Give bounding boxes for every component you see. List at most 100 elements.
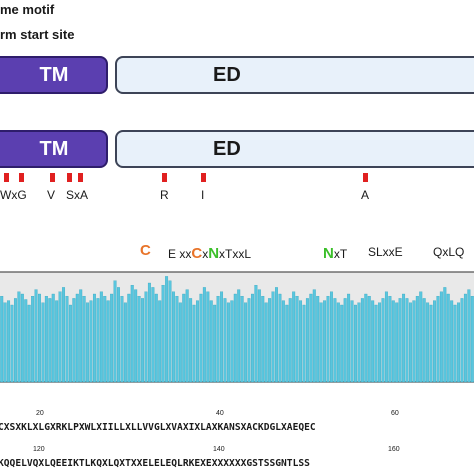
conservation-bar xyxy=(123,302,127,383)
conservation-bar xyxy=(48,298,52,383)
conservation-bar xyxy=(364,293,368,383)
conservation-bar xyxy=(161,285,165,383)
conservation-bar xyxy=(264,302,268,383)
conservation-bar xyxy=(268,298,272,383)
conservation-bar xyxy=(134,289,138,383)
conservation-bar xyxy=(62,287,66,383)
variant-marker xyxy=(363,173,368,182)
conservation-bar xyxy=(288,298,292,383)
variant-marker xyxy=(4,173,9,182)
conservation-bar xyxy=(103,296,107,383)
conservation-bar xyxy=(316,296,320,383)
motif-slxxe: SLxxE xyxy=(368,245,403,259)
conservation-bar xyxy=(41,302,45,383)
conservation-bar xyxy=(443,287,447,383)
conservation-bar xyxy=(189,298,193,383)
legend-motif-label: me motif xyxy=(0,2,55,17)
conservation-bar xyxy=(426,302,430,383)
conservation-bar xyxy=(182,293,186,383)
conservation-bar xyxy=(233,293,237,383)
conservation-bar xyxy=(89,300,93,383)
conservation-bar xyxy=(436,296,440,383)
variant-label-v: V xyxy=(47,188,56,202)
variant-label-r: R xyxy=(160,188,169,202)
conservation-bar xyxy=(168,280,172,383)
conservation-bar xyxy=(446,293,450,383)
conservation-bar xyxy=(326,296,330,383)
tm-domain-isoform-1: TM xyxy=(0,56,108,94)
conservation-bar xyxy=(395,302,399,383)
seq-tick-120: 120 xyxy=(33,446,45,453)
conservation-bar xyxy=(309,293,313,383)
conservation-bar xyxy=(38,293,41,383)
conservation-bar xyxy=(305,298,309,383)
conservation-bar xyxy=(24,299,28,383)
conservation-bar xyxy=(419,291,423,383)
seq-tick-40: 40 xyxy=(216,410,224,417)
conservation-bar xyxy=(450,300,454,383)
conservation-bar xyxy=(68,304,72,383)
chart-background xyxy=(0,272,474,382)
conservation-bar xyxy=(354,304,357,383)
tm-label: TM xyxy=(39,63,69,86)
seq-tick-60: 60 xyxy=(391,410,399,417)
conservation-bar xyxy=(360,298,364,383)
conservation-bar xyxy=(3,302,7,383)
conservation-bar xyxy=(460,298,464,383)
conservation-bar xyxy=(96,298,100,383)
conservation-bar xyxy=(371,300,375,383)
conservation-bar xyxy=(44,296,48,383)
ed-label: ED xyxy=(213,63,241,86)
conservation-bar xyxy=(237,289,241,383)
conservation-bar xyxy=(92,293,96,383)
conservation-bar xyxy=(271,291,275,383)
conservation-bar xyxy=(216,296,220,383)
conservation-bar xyxy=(206,291,210,383)
conservation-bar xyxy=(220,291,224,383)
conservation-bar xyxy=(209,300,213,383)
conservation-bar xyxy=(120,296,124,383)
conservation-bar xyxy=(357,302,361,383)
conservation-bar xyxy=(250,293,254,383)
ed-label: ED xyxy=(213,137,241,160)
conservation-bar xyxy=(281,300,285,383)
conservation-bar xyxy=(457,302,461,383)
conservation-bar xyxy=(82,296,86,383)
conservation-bar xyxy=(278,293,282,383)
conservation-bar xyxy=(113,280,117,383)
conservation-bar xyxy=(292,291,296,383)
conservation-bar xyxy=(254,285,258,383)
variant-marker xyxy=(50,173,55,182)
variant-marker xyxy=(19,173,24,182)
variant-label-a: A xyxy=(361,188,370,202)
conservation-bar xyxy=(65,296,69,383)
conservation-bar xyxy=(275,287,278,383)
variant-label-wxg: WxG xyxy=(0,188,27,202)
conservation-bar xyxy=(405,298,409,383)
conservation-bar xyxy=(141,298,145,383)
conservation-bar xyxy=(388,296,392,383)
conservation-bar xyxy=(402,293,406,383)
variant-label-i: I xyxy=(201,188,205,202)
conservation-bar xyxy=(244,302,248,383)
conservation-bar xyxy=(453,304,457,383)
variant-marker xyxy=(67,173,72,182)
conservation-bar xyxy=(75,293,79,383)
conservation-bar xyxy=(20,293,24,383)
conservation-bar xyxy=(137,296,141,383)
conservation-bar xyxy=(340,304,344,383)
conservation-bar xyxy=(55,300,59,383)
conservation-bar xyxy=(117,287,120,383)
tm-label: TM xyxy=(39,137,69,160)
conservation-bar xyxy=(58,291,62,383)
ed-domain-isoform-1: ED xyxy=(115,56,474,94)
conservation-bar-chart xyxy=(0,271,474,383)
conservation-bar xyxy=(0,296,4,383)
conservation-bar xyxy=(13,298,17,383)
conservation-bar xyxy=(86,302,90,383)
seq-tick-140: 140 xyxy=(213,446,225,453)
variant-marker xyxy=(201,173,206,182)
seq-tick-160: 160 xyxy=(388,446,400,453)
conservation-bar xyxy=(467,289,471,383)
conservation-bar xyxy=(31,296,35,383)
